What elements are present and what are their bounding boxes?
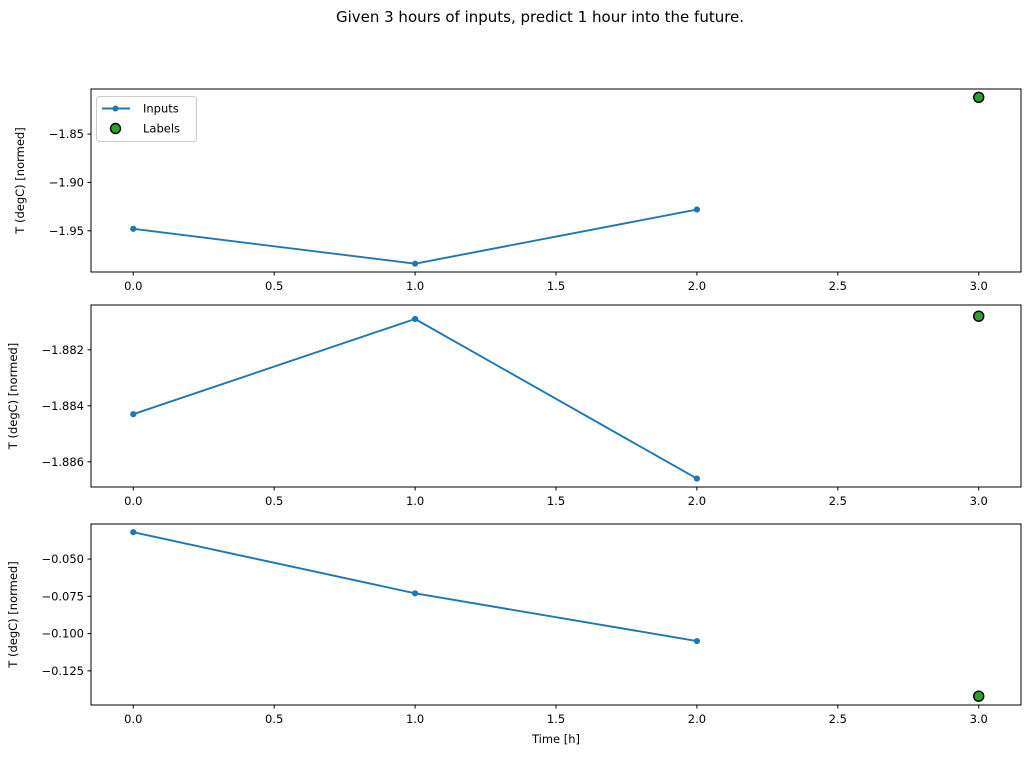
legend: Inputs Labels bbox=[96, 96, 197, 142]
labels-point-marker bbox=[973, 310, 985, 322]
labels-point-marker bbox=[973, 690, 985, 702]
y-tick-label: −0.100 bbox=[41, 627, 84, 641]
x-tick-label: 0.5 bbox=[265, 279, 283, 293]
subplot-1: 0.0 0.5 1.0 1.5 2.0 2.5 3.0 −1.85 −1.90 −1.95 T (d… bbox=[13, 88, 1022, 293]
x-tick-label: 3.0 bbox=[970, 712, 988, 726]
subplot-2: 0.0 0.5 1.0 1.5 2.0 2.5 3.0 −1.882 −1.884 −1.886 T… bbox=[6, 304, 1022, 508]
x-tick-label: 0.5 bbox=[265, 494, 283, 508]
x-tick-label: 1.5 bbox=[547, 494, 565, 508]
y-tick-label: −1.85 bbox=[49, 127, 84, 141]
x-tick-label: 2.5 bbox=[829, 494, 847, 508]
x-tick-label: 2.0 bbox=[688, 279, 706, 293]
y-tick-label: −1.884 bbox=[41, 399, 84, 413]
y-axis-label: T (degC) [normed] bbox=[13, 127, 27, 234]
x-tick-label: 3.0 bbox=[970, 494, 988, 508]
inputs-point-marker bbox=[693, 475, 701, 482]
x-tick-label: 2.5 bbox=[829, 712, 847, 726]
y-tick-label: −1.95 bbox=[49, 224, 84, 238]
inputs-point-marker bbox=[693, 637, 701, 645]
x-tick-label: 1.0 bbox=[406, 279, 424, 293]
inputs-point-marker bbox=[411, 315, 419, 323]
inputs-point-marker bbox=[130, 529, 137, 536]
axes-frame bbox=[90, 523, 1022, 706]
y-tick-label: −0.125 bbox=[41, 664, 84, 678]
inputs-line bbox=[133, 531, 698, 642]
x-tick-label: 0.0 bbox=[124, 279, 142, 293]
x-tick-label: 3.0 bbox=[970, 279, 988, 293]
labels-point-marker bbox=[973, 91, 985, 104]
inputs-line bbox=[132, 318, 698, 480]
legend-labels-label: Labels bbox=[143, 122, 180, 136]
x-tick-label: 2.0 bbox=[688, 494, 706, 508]
y-tick-label: −0.050 bbox=[41, 552, 84, 566]
x-tick-label: 1.5 bbox=[547, 712, 565, 726]
x-tick-label: 2.0 bbox=[688, 712, 706, 726]
x-tick-label: 0.5 bbox=[265, 712, 283, 726]
inputs-point-marker bbox=[693, 206, 701, 213]
inputs-point-marker bbox=[411, 260, 419, 267]
x-tick-label: 2.5 bbox=[829, 279, 847, 293]
inputs-line bbox=[133, 208, 698, 265]
subplot-3: 0.0 0.5 1.0 1.5 2.0 2.5 3.0 −0.050 −0.075 −0.100 −… bbox=[6, 523, 1022, 746]
y-tick-label: −0.075 bbox=[41, 589, 84, 603]
y-tick-label: −1.882 bbox=[41, 343, 84, 357]
inputs-point-marker bbox=[411, 590, 419, 597]
figure-title: Given 3 hours of inputs, predict 1 hour … bbox=[335, 8, 745, 26]
x-tick-label: 1.5 bbox=[547, 279, 565, 293]
x-tick-label: 1.0 bbox=[406, 494, 424, 508]
x-tick-label: 0.0 bbox=[124, 712, 142, 726]
y-tick-label: −1.90 bbox=[49, 175, 84, 189]
inputs-point-marker bbox=[130, 225, 137, 232]
inputs-point-marker bbox=[130, 411, 137, 418]
legend-inputs-dot-icon bbox=[112, 105, 119, 112]
axes-frame bbox=[90, 88, 1022, 273]
legend-inputs-label: Inputs bbox=[143, 102, 179, 116]
y-axis-label: T (degC) [normed] bbox=[6, 561, 20, 668]
y-axis-label: T (degC) [normed] bbox=[6, 343, 20, 450]
legend-labels-circle-icon bbox=[109, 122, 122, 135]
x-tick-label: 1.0 bbox=[406, 712, 424, 726]
x-axis-label: Time [h] bbox=[531, 732, 580, 746]
axes-frame bbox=[90, 304, 1022, 488]
x-tick-label: 0.0 bbox=[124, 494, 142, 508]
y-tick-label: −1.886 bbox=[41, 455, 84, 469]
